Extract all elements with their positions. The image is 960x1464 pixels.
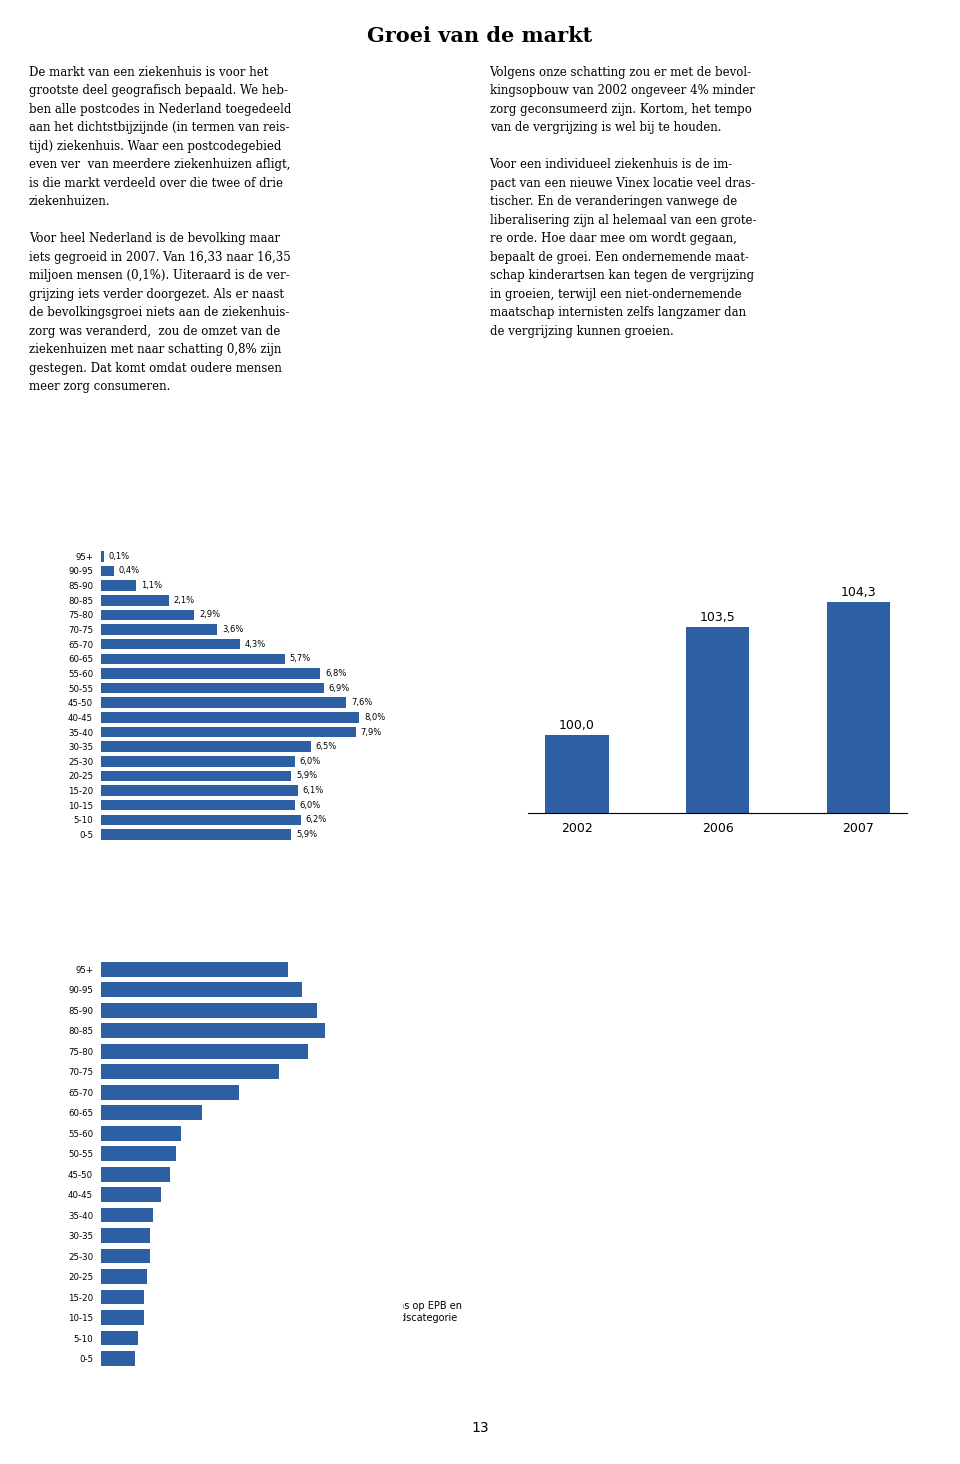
Text: Schatting op basis van kans op EPB en
uitgave per EPB per leeftijdscategorie: Schatting op basis van kans op EPB en ui… bbox=[272, 1301, 462, 1323]
Bar bbox=[101, 1167, 170, 1181]
Text: 8,0%: 8,0% bbox=[364, 713, 385, 722]
Bar bbox=[101, 638, 240, 650]
Bar bbox=[101, 962, 288, 976]
Bar bbox=[101, 1290, 144, 1304]
Bar bbox=[686, 627, 749, 1464]
Bar bbox=[827, 602, 890, 1464]
Bar bbox=[101, 814, 301, 826]
Text: 13: 13 bbox=[471, 1422, 489, 1435]
Text: 6,9%: 6,9% bbox=[328, 684, 349, 692]
Bar bbox=[101, 712, 359, 723]
Bar bbox=[101, 1085, 239, 1099]
Text: 1,1%: 1,1% bbox=[141, 581, 162, 590]
Bar bbox=[101, 565, 113, 577]
Bar bbox=[101, 726, 356, 738]
Bar bbox=[101, 1351, 135, 1366]
Text: [geschat aandeel in uitgaven per leeftijdscategorie, verhouding]: [geschat aandeel in uitgaven per leeftij… bbox=[39, 903, 377, 912]
Text: 0,1%: 0,1% bbox=[108, 552, 130, 561]
Text: Eenmaal boven de 70 wordt veel geld aan zorg uitgegeven: Eenmaal boven de 70 wordt veel geld aan … bbox=[39, 886, 407, 896]
Bar bbox=[101, 1003, 317, 1017]
Text: 2,1%: 2,1% bbox=[174, 596, 195, 605]
Bar bbox=[101, 1208, 153, 1222]
Text: 7,6%: 7,6% bbox=[351, 698, 372, 707]
Bar bbox=[101, 1105, 202, 1120]
Bar bbox=[101, 741, 311, 752]
Bar bbox=[101, 653, 285, 665]
Text: Bevolkingsopbouw van Nederland: Bevolkingsopbouw van Nederland bbox=[39, 470, 252, 480]
Bar bbox=[101, 1126, 181, 1140]
Text: 6,2%: 6,2% bbox=[306, 815, 327, 824]
Text: 2,9%: 2,9% bbox=[200, 610, 221, 619]
Bar bbox=[101, 1187, 161, 1202]
Bar bbox=[101, 1146, 176, 1161]
Text: 6,8%: 6,8% bbox=[325, 669, 347, 678]
Text: De markt van een ziekenhuis is voor het
grootste deel geografisch bepaald. We he: De markt van een ziekenhuis is voor het … bbox=[29, 66, 291, 394]
Text: 100,0: 100,0 bbox=[559, 719, 595, 732]
Bar bbox=[101, 982, 302, 997]
Text: 4,3%: 4,3% bbox=[245, 640, 266, 649]
Text: 5,9%: 5,9% bbox=[296, 830, 318, 839]
Text: [zorgvraag als alleen bevolkingsopbouw was veranderd, index]: [zorgvraag als alleen bevolkingsopbouw w… bbox=[501, 489, 809, 499]
Bar bbox=[101, 785, 298, 796]
Bar bbox=[101, 580, 136, 591]
Bar bbox=[101, 609, 195, 621]
Bar bbox=[101, 1023, 325, 1038]
Bar bbox=[101, 624, 217, 635]
Bar bbox=[101, 1249, 150, 1263]
Bar bbox=[101, 755, 295, 767]
Bar bbox=[101, 770, 291, 782]
Bar bbox=[101, 799, 295, 811]
Bar bbox=[101, 668, 321, 679]
Text: De vergrijzing heeft geen grote impact: De vergrijzing heeft geen grote impact bbox=[501, 470, 744, 480]
Text: 6,0%: 6,0% bbox=[300, 757, 321, 766]
Text: 6,5%: 6,5% bbox=[316, 742, 337, 751]
Text: 103,5: 103,5 bbox=[700, 610, 735, 624]
Text: Groei van de markt: Groei van de markt bbox=[368, 26, 592, 45]
Bar bbox=[101, 1331, 138, 1345]
Bar bbox=[101, 682, 324, 694]
Text: 3,6%: 3,6% bbox=[222, 625, 243, 634]
Bar bbox=[101, 697, 347, 709]
Text: 7,9%: 7,9% bbox=[361, 728, 382, 736]
Text: 6,1%: 6,1% bbox=[302, 786, 324, 795]
Text: 5,9%: 5,9% bbox=[296, 772, 318, 780]
Bar bbox=[101, 1064, 279, 1079]
Bar bbox=[101, 594, 169, 606]
Bar bbox=[101, 1044, 308, 1058]
Text: 6,0%: 6,0% bbox=[300, 801, 321, 810]
Bar bbox=[101, 1310, 144, 1325]
Bar bbox=[101, 829, 291, 840]
Bar bbox=[101, 1269, 147, 1284]
Text: 0,4%: 0,4% bbox=[119, 567, 140, 575]
Bar bbox=[101, 1228, 150, 1243]
Text: [aandeel per leeftijdscategorie, procent]: [aandeel per leeftijdscategorie, procent… bbox=[39, 489, 252, 499]
Text: Volgens onze schatting zou er met de bevol-
kingsopbouw van 2002 ongeveer 4% min: Volgens onze schatting zou er met de bev… bbox=[490, 66, 756, 338]
Bar bbox=[101, 550, 104, 562]
Text: 104,3: 104,3 bbox=[841, 586, 876, 599]
Bar bbox=[545, 735, 609, 1464]
Text: 5,7%: 5,7% bbox=[290, 654, 311, 663]
